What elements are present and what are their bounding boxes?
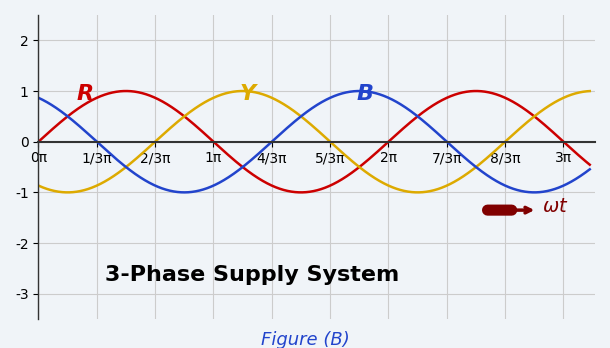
Text: Figure (B): Figure (B) bbox=[260, 331, 350, 348]
Text: $\omega t$: $\omega t$ bbox=[542, 197, 569, 216]
Text: Y: Y bbox=[240, 84, 256, 104]
Text: 3-Phase Supply System: 3-Phase Supply System bbox=[105, 265, 399, 285]
Text: R: R bbox=[77, 84, 94, 104]
Text: B: B bbox=[357, 84, 374, 104]
